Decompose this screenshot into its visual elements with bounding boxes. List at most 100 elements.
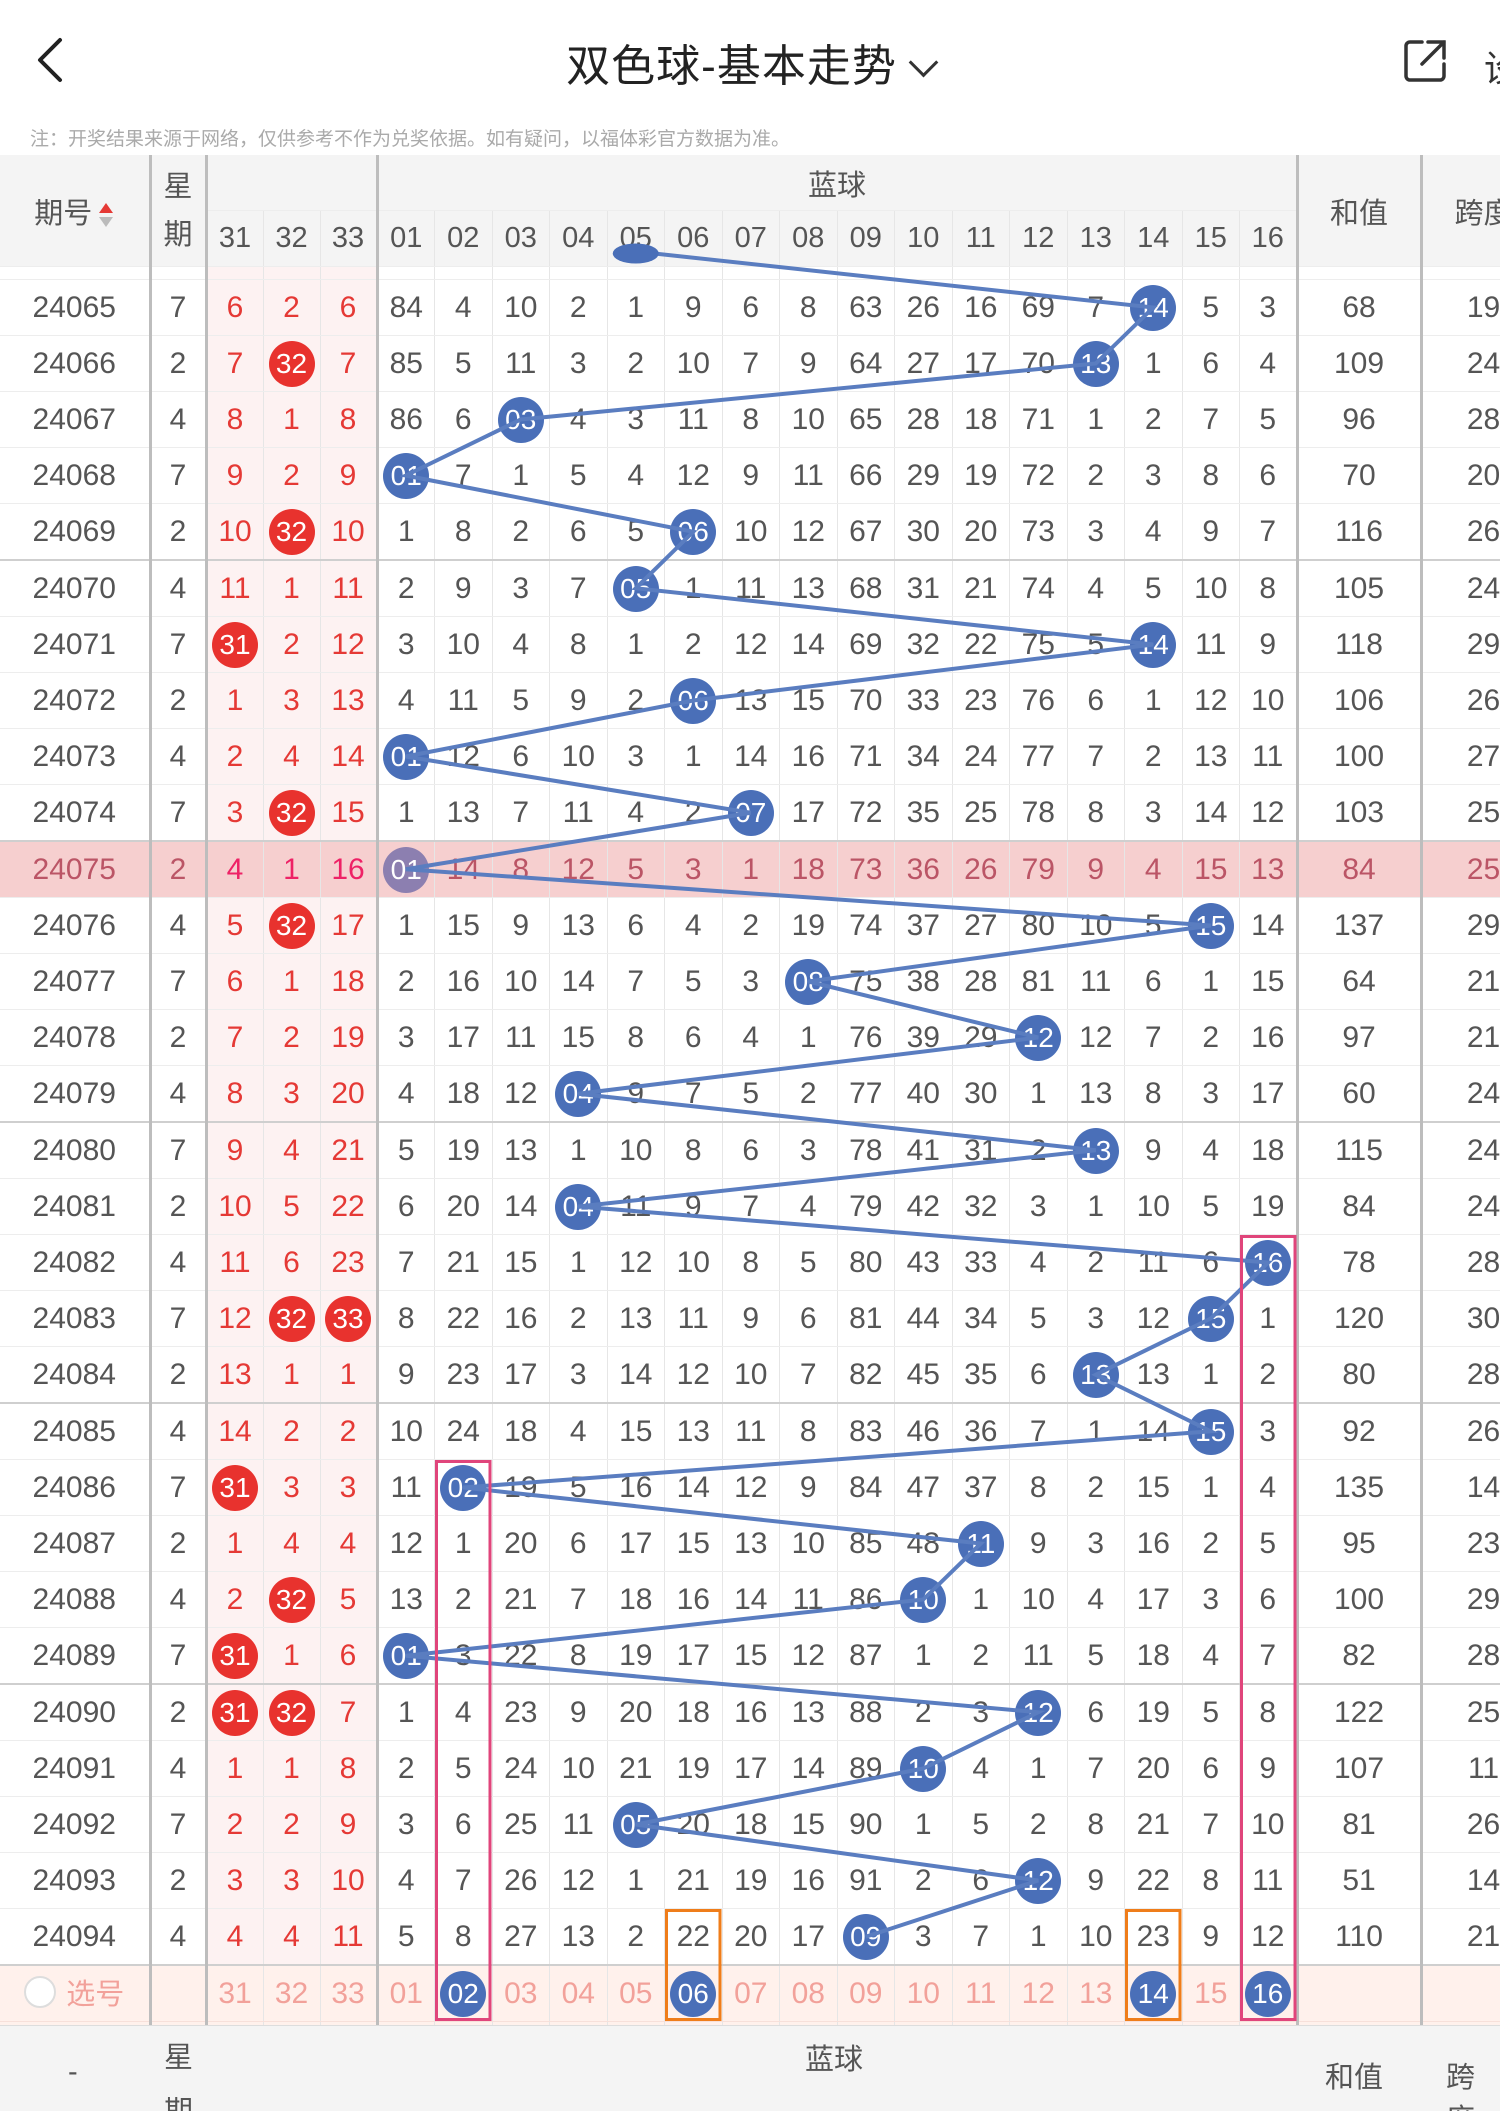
settings-label-cut[interactable]: 设: [1484, 40, 1500, 92]
table-row[interactable]: 24077 7 6 1 18 2 16 10 14 7 5 3 08 75 38 28 81 11 6 1 15 64 21: [0, 953, 1500, 1010]
pick-blue-03[interactable]: 03: [492, 1965, 550, 2022]
pick-blue-04[interactable]: 04: [549, 1965, 608, 2022]
pick-blue-16[interactable]: 16: [1239, 1965, 1298, 2022]
blue-cell: 37: [894, 897, 953, 954]
blue-cell: 3: [1009, 1178, 1068, 1235]
blue-cell: 11: [1239, 728, 1298, 785]
table-row[interactable]: 24066 2 7 32 7 85 5 11 3 2 10 7 9 64 27 17 70 13 1 6 4 109 24: [0, 335, 1500, 392]
pick-blue-06[interactable]: 06: [664, 1965, 723, 2022]
blue-cell: 5: [1182, 1178, 1240, 1235]
blue-cell: 24: [434, 1403, 493, 1460]
blue-cell: 5: [1124, 560, 1183, 617]
blue-cell: 4: [375, 672, 435, 729]
red-cell: 31: [204, 1684, 264, 1741]
pick-blue-12[interactable]: 12: [1009, 1965, 1068, 2022]
pick-red-32[interactable]: 32: [263, 1965, 321, 2022]
pick-blue-01[interactable]: 01: [375, 1965, 435, 2022]
table-row[interactable]: 24084 2 13 1 1 9 23 17 3 14 12 10 7 82 45 35 6 13 13 1 2 80 28: [0, 1346, 1500, 1404]
pick-red-31[interactable]: 31: [204, 1965, 264, 2022]
blue-cell: 4: [492, 616, 550, 673]
pick-blue-14[interactable]: 14: [1124, 1965, 1183, 2022]
blue-cell: 15: [664, 1515, 723, 1572]
blue-cell: 7: [664, 1065, 723, 1123]
table-row[interactable]: 24069 2 10 32 10 1 8 2 6 5 06 10 12 67 30 20 73 3 4 9 7 116 26: [0, 503, 1500, 561]
blue-ball: 16: [1244, 1239, 1291, 1286]
pick-red-33[interactable]: 33: [320, 1965, 378, 2022]
table-row[interactable]: 24090 2 31 32 7 1 4 23 9 20 18 16 13 88 2 3 12 6 19 5 8 122 25: [0, 1684, 1500, 1741]
table-row[interactable]: 24079 4 8 3 20 4 18 12 04 9 7 5 2 77 40 30 1 13 8 3 17 60 24: [0, 1065, 1500, 1123]
table-row[interactable]: 24083 7 12 32 33 8 22 16 2 13 11 9 6 81 44 34 5 3 12 15 1 120…: [0, 1290, 1500, 1347]
blue-cell: 1: [1009, 1740, 1068, 1797]
pick-blue-13[interactable]: 13: [1067, 1965, 1125, 2022]
col-issue-header[interactable]: 期号: [0, 155, 151, 267]
blue-ball: 15: [1187, 1295, 1234, 1342]
table-row[interactable]: 24089 7 31 1 6 01 3 22 8 19 17 15 12 87 1 2 11 5 18 4 7 82 28: [0, 1627, 1500, 1685]
table-row[interactable]: 24085 4 14 2 2 10 24 18 4 15 13 11 8 83 46 36 7 1 14 15 3 92 2…: [0, 1403, 1500, 1460]
blue-col-01: 01: [375, 210, 435, 267]
pick-blue-11[interactable]: 11: [952, 1965, 1010, 2022]
blue-cell: 28: [894, 391, 953, 448]
blue-cell: 8: [434, 503, 493, 561]
red-ball: 32: [268, 508, 315, 555]
page-title[interactable]: 双色球-基本走势: [0, 30, 1500, 94]
blue-cell: 13: [1182, 728, 1240, 785]
blue-cell: 1: [607, 279, 665, 336]
pick-blue-05[interactable]: 05: [607, 1965, 665, 2022]
pick-blue-07[interactable]: 07: [722, 1965, 780, 2022]
blue-cell: 9: [664, 279, 723, 336]
table-row[interactable]: 24080 7 9 4 21 5 19 13 1 10 8 6 3 78 41 31 2 13 9 4 18 115 24: [0, 1122, 1500, 1179]
pick-toggle[interactable]: 选号: [0, 1965, 151, 2022]
blue-cell: 3: [549, 335, 608, 392]
red-cell: 1: [204, 1740, 264, 1797]
table-row[interactable]: 24087 2 1 4 4 12 1 20 6 17 15 13 10 85 48 11 9 3 16 2 5 95 23: [0, 1515, 1500, 1572]
pick-blue-10[interactable]: 10: [894, 1965, 953, 2022]
pick-blue-02[interactable]: 02: [434, 1965, 493, 2022]
issue-cell: 24089: [0, 1627, 151, 1685]
blue-cell: 16: [779, 1852, 838, 1909]
table-row[interactable]: 24088 4 2 32 5 13 2 21 7 18 16 14 11 86 10 1 10 4 17 3 6 100 2…: [0, 1571, 1500, 1628]
table-row[interactable]: 24094 4 4 4 11 5 8 27 13 2 22 20 17 09 3 7 1 10 23 9 12 110 21: [0, 1908, 1500, 1966]
table-row[interactable]: 24067 4 8 1 8 86 6 03 4 3 11 8 10 65 28 18 71 1 2 7 5 96 28: [0, 391, 1500, 448]
radio-icon[interactable]: [24, 1976, 57, 2008]
table-row[interactable]: 24074 7 3 32 15 1 13 7 11 4 2 07 17 72 35 25 78 8 3 14 12 103…: [0, 784, 1500, 842]
blue-cell: 2: [1182, 1515, 1240, 1572]
blue-ball: 02: [440, 1464, 487, 1511]
share-icon[interactable]: [1400, 36, 1450, 86]
blue-cell: 9: [1182, 503, 1240, 561]
table-row[interactable]: 24078 2 7 2 19 3 17 11 15 8 6 4 1 76 39 29 12 12 7 2 16 97 21: [0, 1009, 1500, 1066]
blue-cell: 8: [664, 1122, 723, 1179]
table-row[interactable]: 24073 4 2 4 14 01 12 6 10 3 1 14 16 71 34 24 77 7 2 13 11 100…: [0, 728, 1500, 785]
red-ball: 31: [212, 621, 258, 668]
blue-cell: 4: [1067, 560, 1125, 617]
back-arrow-icon[interactable]: [30, 34, 74, 86]
span-cell: 28: [1419, 391, 1500, 448]
blue-ball: 05: [612, 565, 659, 612]
span-cell: 24: [1419, 1178, 1500, 1235]
blue-col-02: 02: [434, 210, 493, 267]
blue-cell: 12: [1124, 1290, 1183, 1347]
table-row[interactable]: 24068 7 9 2 9 01 7 1 5 4 12 9 11 66 29 19 72 2 3 8 6 70 20: [0, 447, 1500, 504]
blue-cell: 21: [952, 560, 1010, 617]
table-row[interactable]: 24076 4 5 32 17 1 15 9 13 6 4 2 19 74 37 27 80 10 5 15 14 137…: [0, 897, 1500, 954]
blue-ball: 09: [842, 1913, 889, 1960]
pick-blue-15[interactable]: 15: [1182, 1965, 1240, 2022]
table-row[interactable]: 24070 4 11 1 11 2 9 3 7 05 1 11 13 68 31 21 74 4 5 10 8 105 24: [0, 560, 1500, 617]
table-row[interactable]: 24092 7 2 2 9 3 6 25 11 05 20 18 15 90 1 5 2 8 21 7 10 81 26: [0, 1796, 1500, 1853]
blue-cell: 4: [1182, 1627, 1240, 1685]
blue-cell: 48: [894, 1515, 953, 1572]
table-row[interactable]: 24075 2 4 1 16 01 14 8 12 5 3 1 18 73 36 26 79 9 4 15 13 84 25: [0, 841, 1500, 898]
table-row[interactable]: 24082 4 11 6 23 7 21 15 1 12 10 8 5 80 43 33 4 2 11 6 16 78 28: [0, 1234, 1500, 1291]
table-row[interactable]: 24093 2 3 3 10 4 7 26 12 1 21 19 16 91 2 6 12 9 22 8 11 51 14: [0, 1852, 1500, 1909]
pick-blue-08[interactable]: 08: [779, 1965, 838, 2022]
blue-cell: 16: [434, 953, 493, 1010]
blue-cell: 77: [837, 1065, 895, 1123]
table-row[interactable]: 24081 2 10 5 22 6 20 14 04 11 9 7 4 79 42 32 3 1 10 5 19 84 24: [0, 1178, 1500, 1235]
pick-blue-09[interactable]: 09: [837, 1965, 895, 2022]
issue-cell: 24094: [0, 1908, 151, 1966]
table-row[interactable]: 24086 7 31 3 3 11 02 19 5 16 14 12 9 84 47 37 8 2 15 1 4 135 1…: [0, 1459, 1500, 1516]
table-row[interactable]: 24071 7 31 2 12 3 10 4 8 1 2 12 14 69 32 22 75 5 14 11 9 118 2…: [0, 616, 1500, 673]
table-row[interactable]: 24072 2 1 3 13 4 11 5 9 2 06 13 15 70 33 23 76 6 1 12 10 106 2…: [0, 672, 1500, 729]
table-row[interactable]: 24065 7 6 2 6 84 4 10 2 1 9 6 8 63 26 16 69 7 14 5 3 68 19: [0, 279, 1500, 336]
blue-cell: 10: [722, 1346, 780, 1404]
table-row[interactable]: 24091 4 1 1 8 2 5 24 10 21 19 17 14 89 10 4 1 7 20 6 9 107 11: [0, 1740, 1500, 1797]
